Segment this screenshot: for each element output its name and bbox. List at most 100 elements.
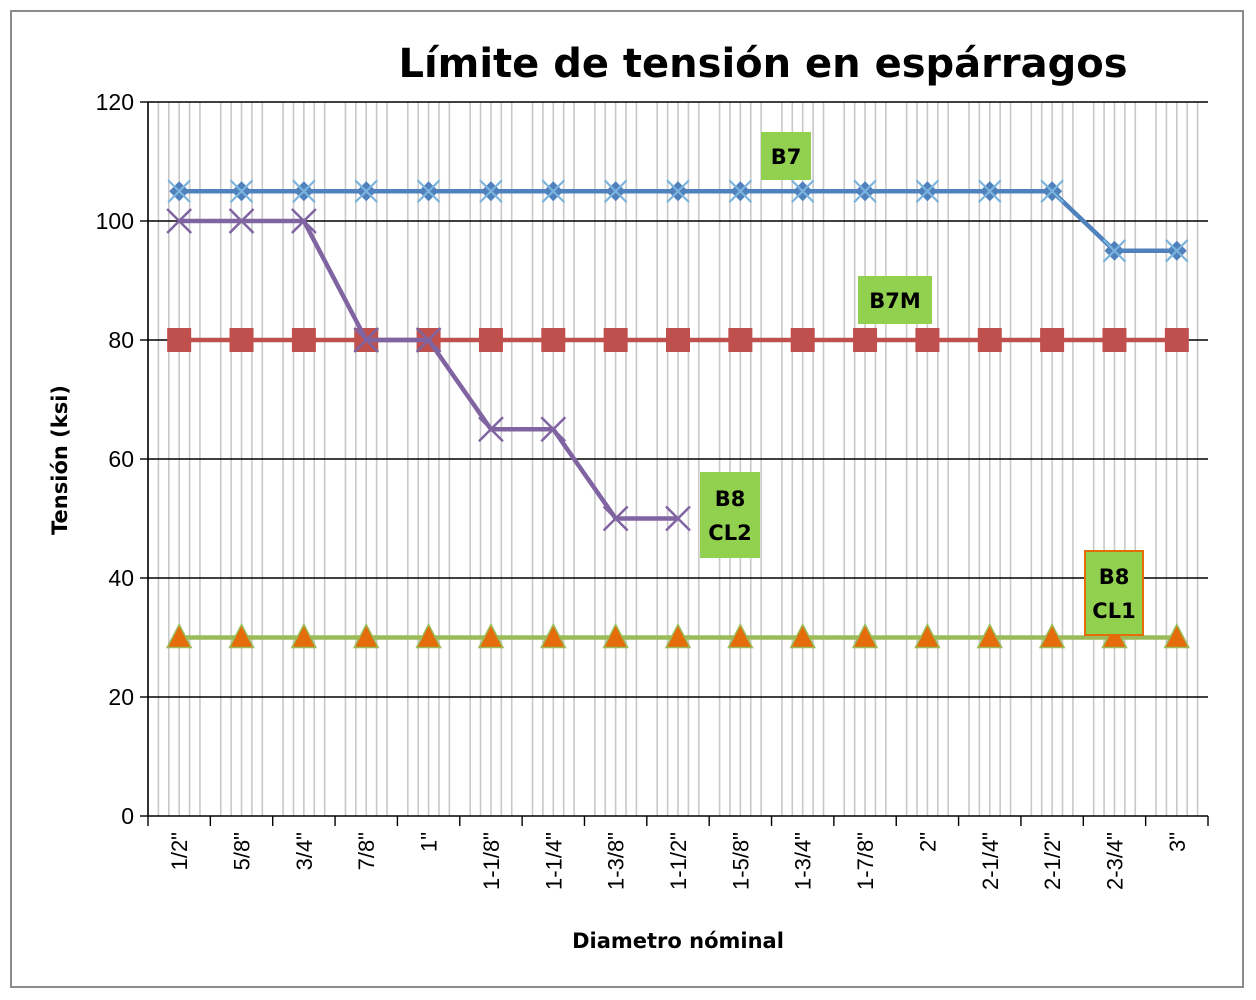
series-point <box>977 328 1002 352</box>
series-point <box>853 328 878 352</box>
series-point <box>1102 328 1127 352</box>
series-point <box>727 622 754 649</box>
y-axis-title: Tensión (ksi) <box>48 385 72 535</box>
series-point <box>291 328 316 352</box>
series-point <box>540 622 567 649</box>
series-point <box>290 208 317 234</box>
series-point <box>228 208 255 234</box>
series-point <box>167 328 192 352</box>
series-point <box>728 328 753 352</box>
x-tick-label: 1" <box>417 832 442 852</box>
x-tick-label: 1-7/8" <box>853 832 878 890</box>
series-point <box>602 505 629 532</box>
annotation-text: B7M <box>869 289 921 313</box>
series-point-star <box>1040 179 1064 204</box>
axis-layer: 0 20 40 60 80 100 120 1/2" 5/8" 3/4" 7/8" 1" 1-1/8" 1… <box>96 89 1209 890</box>
x-tick-label: 5/8" <box>230 832 255 870</box>
series-b7 <box>167 179 1189 263</box>
series-point <box>165 622 193 649</box>
annotation-text: B8 <box>1099 565 1130 589</box>
series-point <box>1164 328 1189 352</box>
series-point <box>228 622 255 649</box>
series-b8-cl1 <box>165 622 1191 649</box>
series-point-star <box>167 179 191 204</box>
annotation-b7: B7 <box>761 132 811 180</box>
series-point-star <box>1102 238 1127 263</box>
series-point-star <box>541 179 566 204</box>
annotation-box <box>761 132 811 180</box>
series-point <box>166 208 193 234</box>
series-point <box>915 328 940 352</box>
annotation-text: CL2 <box>708 521 751 545</box>
series-point <box>851 622 879 649</box>
series-point <box>790 328 815 352</box>
x-tick-label: 1-3/4" <box>791 832 816 890</box>
y-tick-label: 100 <box>96 208 134 234</box>
series-point <box>603 328 628 352</box>
series-point-star <box>915 179 940 204</box>
y-tick-label: 120 <box>96 89 134 115</box>
series-point <box>353 327 380 353</box>
series-point <box>229 328 254 352</box>
series-point <box>290 622 318 649</box>
series-point <box>666 328 690 352</box>
series-b8-cl2 <box>166 208 691 532</box>
series-point-star <box>229 179 254 204</box>
y-tick-label: 20 <box>108 684 134 710</box>
series-point-star <box>354 179 379 204</box>
series-point <box>352 622 380 649</box>
x-tick-label: 3" <box>1165 832 1190 852</box>
y-tick-label: 40 <box>108 565 134 591</box>
grid-layer <box>148 101 1208 816</box>
series-point <box>478 416 504 443</box>
series-point <box>602 622 629 649</box>
series-point <box>1038 622 1066 649</box>
series-point-star <box>977 179 1002 204</box>
x-tick-label: 3/4" <box>292 832 317 870</box>
x-tick-label: 2-3/4" <box>1102 832 1127 890</box>
series-layer <box>165 179 1191 649</box>
series-point <box>415 622 442 649</box>
series-point <box>478 328 503 352</box>
x-tick-label: 2-1/2" <box>1040 832 1065 890</box>
x-tick-label: 1/2" <box>167 832 192 870</box>
series-point <box>415 327 442 353</box>
series-point-star <box>1165 238 1189 263</box>
annotation-b7m: B7M <box>858 276 932 324</box>
series-point <box>664 622 692 649</box>
annotation-text: B7 <box>771 145 802 169</box>
x-tick-label: 2" <box>915 832 940 852</box>
y-tick-label: 0 <box>121 803 134 829</box>
series-point-star <box>416 179 441 204</box>
series-b7m <box>167 328 1189 352</box>
x-tick-label: 1-5/8" <box>728 832 753 890</box>
series-point <box>1163 622 1191 649</box>
series-point-star <box>479 179 503 204</box>
y-tick-label: 60 <box>108 446 134 472</box>
series-point-star <box>853 179 877 204</box>
series-point <box>914 622 941 649</box>
series-point <box>540 416 567 443</box>
x-tick-label: 1-3/8" <box>604 832 629 890</box>
annotation-text: B8 <box>715 487 746 511</box>
y-tick-label: 80 <box>108 327 134 353</box>
series-point-star <box>666 179 690 204</box>
chart-title: Límite de tensión en espárragos <box>398 41 1127 87</box>
series-point-star <box>790 179 815 204</box>
series-point <box>665 505 691 532</box>
x-tick-label: 1-1/4" <box>541 832 566 890</box>
series-point <box>541 328 566 352</box>
annotation-box <box>700 472 760 558</box>
x-axis-title: Diametro nóminal <box>572 929 784 953</box>
annotation-box <box>1084 550 1144 636</box>
annotation-text: CL1 <box>1092 599 1135 623</box>
x-tick-label: 1-1/2" <box>666 832 691 890</box>
x-tick-label: 7/8" <box>354 832 379 870</box>
chart-frame <box>10 10 1244 988</box>
series-point-star <box>728 179 753 204</box>
series-point <box>1040 328 1065 352</box>
